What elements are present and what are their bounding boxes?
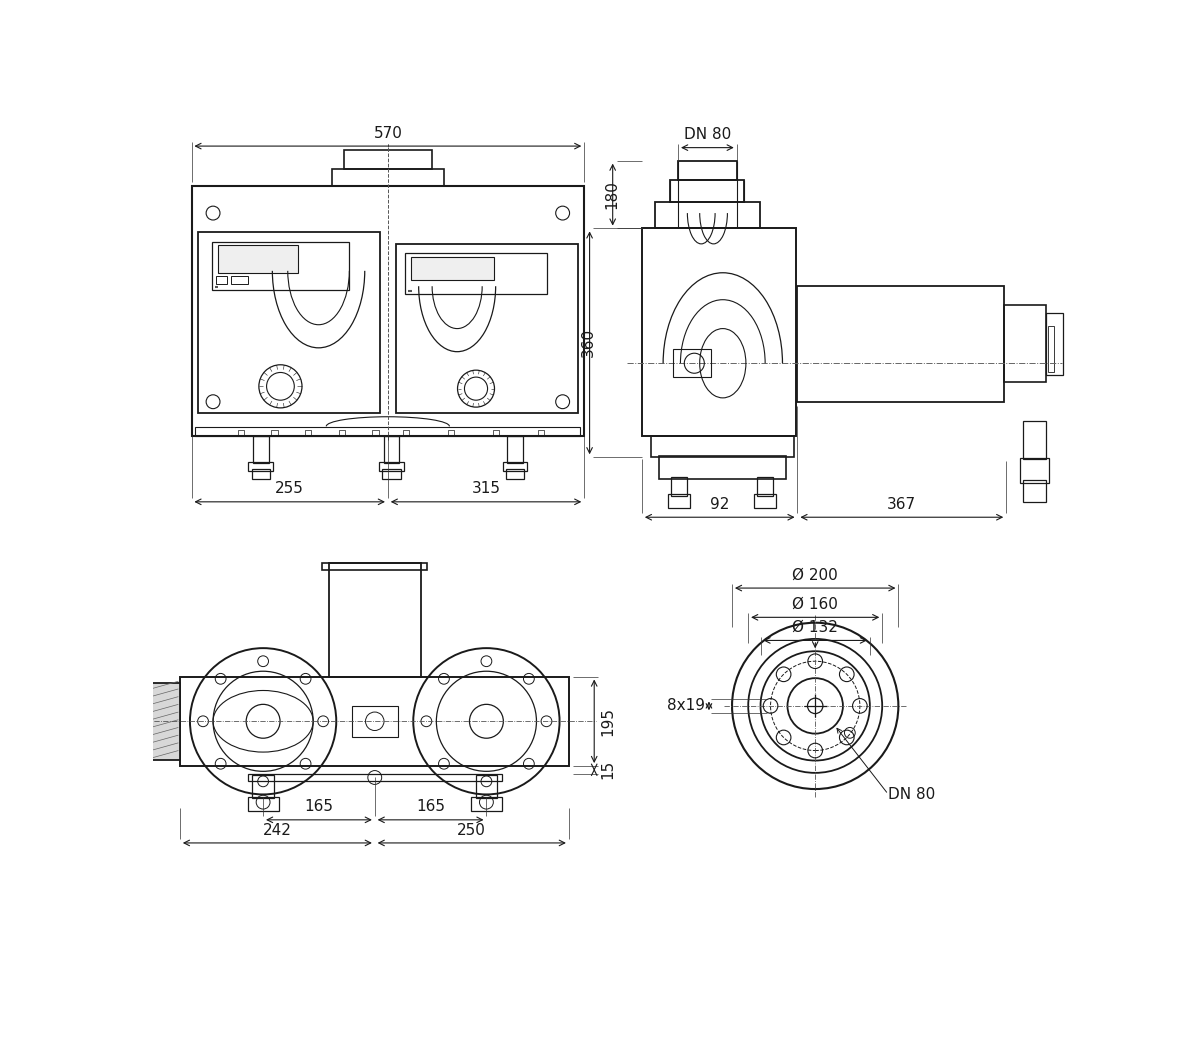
Bar [404,253,547,294]
Text: 570: 570 [373,126,402,141]
Bar [305,430,311,437]
Bar [230,276,247,284]
Bar [655,202,760,228]
Bar [217,245,298,273]
Bar [331,169,444,186]
Text: 15: 15 [600,760,616,779]
Bar [1020,458,1049,483]
Bar [668,494,690,508]
Bar [642,228,796,437]
Bar [323,563,427,570]
Text: 315: 315 [472,481,500,497]
Bar [403,430,409,437]
Bar [410,257,493,280]
Bar [196,427,581,437]
Bar [671,477,686,496]
Text: 367: 367 [887,497,917,512]
Bar [329,563,421,676]
Bar [238,430,244,437]
Bar [344,150,432,169]
Text: DN 80: DN 80 [684,127,731,143]
Bar [1046,313,1063,375]
Text: Ø 200: Ø 200 [792,568,838,582]
Bar [1024,421,1046,460]
Bar [384,435,400,463]
Bar [198,233,380,413]
Text: 180: 180 [604,180,619,209]
Bar [538,430,544,437]
Bar [505,469,524,479]
Text: Ø 160: Ø 160 [792,597,838,612]
Bar [216,276,227,284]
Bar [248,462,274,471]
Bar [379,462,404,471]
Text: 195: 195 [600,707,616,736]
Bar [493,430,499,437]
Text: DN 80: DN 80 [888,786,936,802]
Bar [1004,305,1046,383]
Text: 360: 360 [581,329,595,357]
Bar [508,435,523,463]
Text: 255: 255 [275,481,304,497]
Text: 92: 92 [710,497,730,512]
Bar [475,775,497,798]
Bar [652,435,793,458]
Bar [383,469,401,479]
Bar [798,286,1004,402]
Text: 242: 242 [263,822,292,837]
Text: Ø 132: Ø 132 [792,620,838,635]
Bar [247,797,278,811]
Bar [678,161,737,180]
Text: 165: 165 [305,799,334,815]
Bar [503,462,527,471]
Bar [673,350,712,377]
Bar [211,242,349,290]
Bar [352,706,398,737]
Bar [149,683,180,760]
Bar [252,775,274,798]
Text: 8x19: 8x19 [667,699,706,713]
Bar [192,186,584,437]
Bar [271,430,277,437]
Bar [1048,327,1054,372]
Bar [372,430,379,437]
Bar [396,244,578,413]
Bar [338,430,344,437]
Bar [1024,480,1046,502]
Bar [755,494,776,508]
Bar [448,430,455,437]
Bar [247,774,502,781]
Bar [252,469,270,479]
Text: 165: 165 [416,799,445,815]
Text: 250: 250 [457,822,486,837]
Bar [659,456,786,479]
Bar [757,477,773,496]
Bar [180,676,569,766]
Bar [253,435,269,463]
Bar [472,797,502,811]
Bar [671,180,744,202]
